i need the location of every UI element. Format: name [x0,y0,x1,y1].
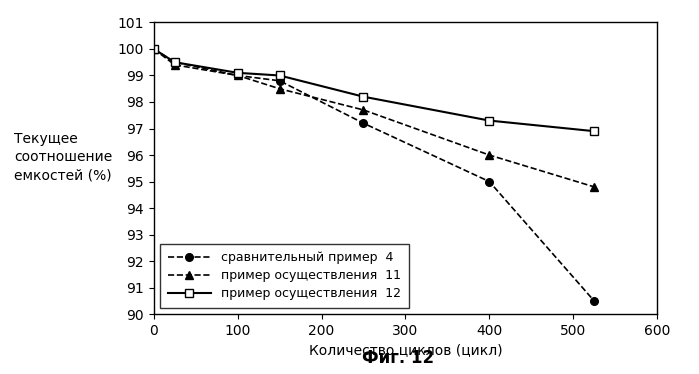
Line: пример осуществления  11: пример осуществления 11 [150,45,598,191]
сравнительный пример  4 [233,73,242,78]
пример осуществления  11 [485,153,493,157]
пример осуществления  12 [359,95,368,99]
пример осуществления  11 [171,62,179,67]
Text: Фиг. 12: Фиг. 12 [362,349,435,367]
пример осуществления  11 [590,185,598,189]
пример осуществления  12 [233,71,242,75]
пример осуществления  11 [359,108,368,112]
Text: Текущее
соотношение
емкостей (%): Текущее соотношение емкостей (%) [14,132,113,183]
X-axis label: Количество циклов (цикл): Количество циклов (цикл) [308,343,503,358]
Line: пример осуществления  12: пример осуществления 12 [150,45,598,135]
пример осуществления  11 [275,86,284,91]
сравнительный пример  4 [485,179,493,184]
пример осуществления  11 [150,47,158,51]
сравнительный пример  4 [275,79,284,83]
Line: сравнительный пример  4: сравнительный пример 4 [150,45,598,305]
пример осуществления  12 [590,129,598,134]
пример осуществления  12 [485,118,493,123]
пример осуществления  12 [275,73,284,78]
сравнительный пример  4 [590,299,598,303]
сравнительный пример  4 [171,60,179,64]
пример осуществления  12 [150,47,158,51]
сравнительный пример  4 [359,121,368,125]
Legend: сравнительный пример  4, пример осуществления  11, пример осуществления  12: сравнительный пример 4, пример осуществл… [160,244,409,308]
пример осуществления  11 [233,73,242,78]
сравнительный пример  4 [150,47,158,51]
пример осуществления  12 [171,60,179,64]
